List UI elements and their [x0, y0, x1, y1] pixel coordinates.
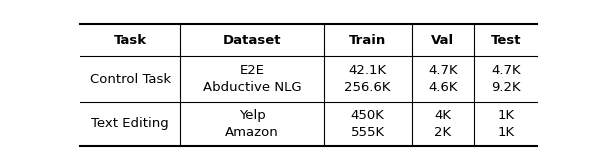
Text: Task: Task [114, 34, 147, 47]
Text: E2E
Abductive NLG: E2E Abductive NLG [203, 64, 302, 94]
Text: Yelp
Amazon: Yelp Amazon [225, 109, 279, 139]
Text: 4.7K
9.2K: 4.7K 9.2K [491, 64, 521, 94]
Text: 42.1K
256.6K: 42.1K 256.6K [344, 64, 391, 94]
Text: Val: Val [432, 34, 455, 47]
Text: 4.7K
4.6K: 4.7K 4.6K [428, 64, 458, 94]
Text: 1K
1K: 1K 1K [497, 109, 514, 139]
Text: Text Editing: Text Editing [92, 117, 169, 130]
Text: Test: Test [491, 34, 521, 47]
Text: Dataset: Dataset [223, 34, 281, 47]
Text: 4K
2K: 4K 2K [435, 109, 452, 139]
Text: 450K
555K: 450K 555K [350, 109, 385, 139]
Text: Train: Train [349, 34, 386, 47]
Text: Control Task: Control Task [90, 73, 171, 86]
